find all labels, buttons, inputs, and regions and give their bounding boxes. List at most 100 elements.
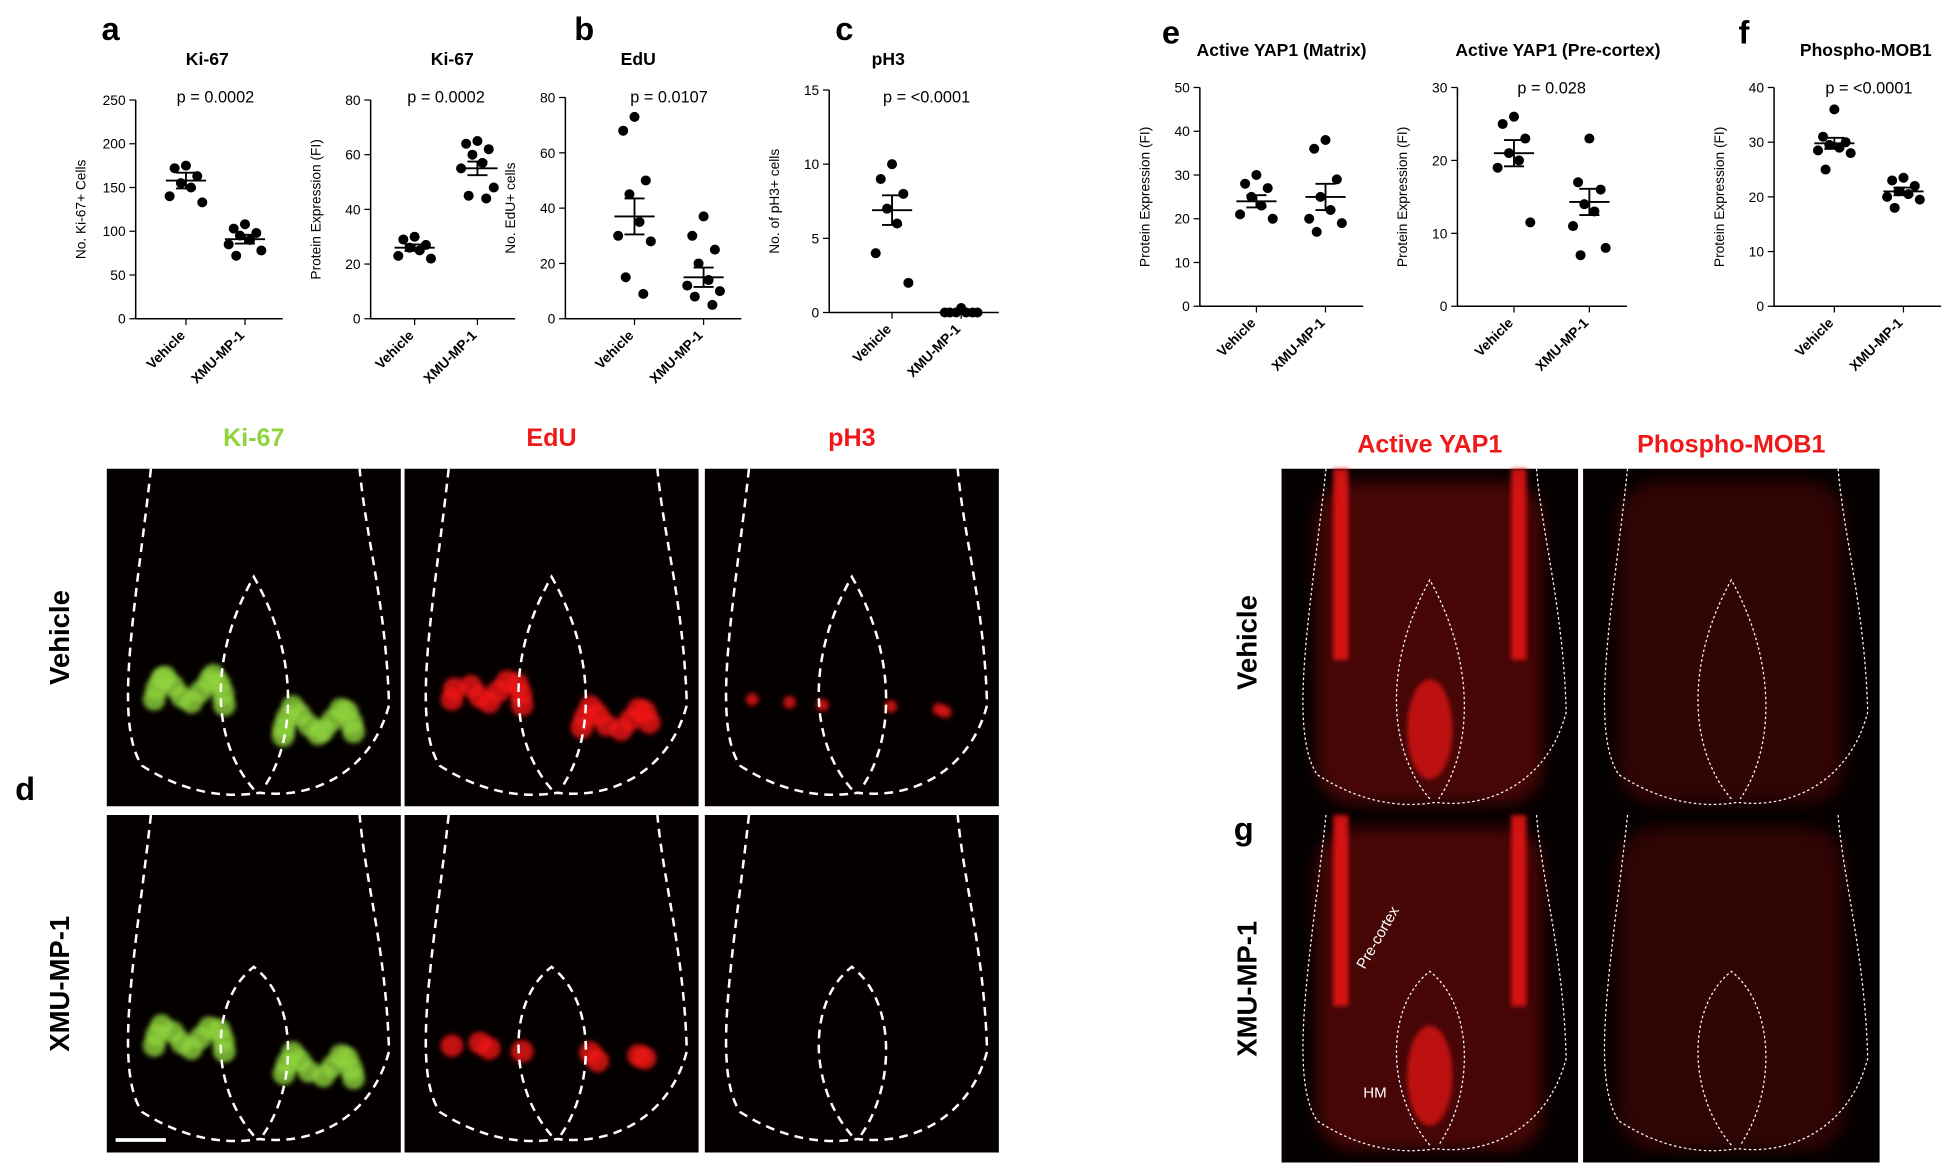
cell-signal [306, 722, 330, 746]
y-tick-label: 10 [1749, 245, 1765, 260]
cell-signal [197, 1016, 221, 1039]
data-point [903, 277, 914, 288]
data-point [231, 250, 242, 261]
outline [817, 965, 888, 1137]
data-point [875, 174, 886, 184]
outline [424, 468, 689, 796]
data-point [1513, 155, 1525, 166]
outline [1697, 578, 1767, 800]
cortex-band [1511, 468, 1527, 660]
data-point [1845, 148, 1856, 159]
data-point [698, 211, 709, 222]
data-point [1887, 175, 1898, 186]
data-point [1497, 118, 1508, 129]
data-point [169, 163, 180, 174]
data-point [1251, 170, 1262, 180]
data-point [1595, 184, 1606, 195]
chart-title: EdU [621, 49, 656, 69]
data-point [714, 286, 725, 297]
cell-signal [510, 1040, 534, 1063]
panel-label: g [1234, 811, 1254, 847]
cortex-band [1333, 468, 1349, 660]
y-tick-label: 30 [1432, 81, 1448, 96]
data-point [1267, 213, 1278, 224]
y-axis-label: Protein Expression (FI) [1395, 127, 1410, 267]
data-point [1331, 174, 1342, 185]
panel-label: e [1162, 15, 1180, 51]
data-point [1336, 218, 1347, 229]
data-point [1600, 242, 1611, 253]
y-tick-label: 80 [345, 93, 361, 108]
y-tick-label: 30 [1174, 168, 1190, 183]
y-axis-label: Protein Expression (FI) [1712, 127, 1727, 267]
data-point [1240, 178, 1251, 189]
outline [1302, 814, 1567, 1152]
y-tick-label: 100 [103, 224, 126, 239]
micrograph [106, 814, 401, 1153]
data-point [640, 175, 651, 186]
y-tick-label: 60 [540, 146, 556, 161]
panel-label: a [101, 11, 120, 47]
sem-bar [404, 243, 425, 252]
column-header: EdU [526, 424, 576, 452]
image-background [704, 468, 999, 807]
data-point [1508, 111, 1519, 122]
y-tick-label: 40 [540, 201, 556, 216]
sem-bar [467, 160, 488, 177]
y-axis-label: No. Ki-67+ Cells [73, 159, 88, 259]
panel-label: f [1738, 15, 1749, 51]
row-label: XMU-MP-1 [44, 916, 75, 1052]
outline [1697, 970, 1767, 1146]
micrograph [404, 814, 699, 1153]
papilla-signal [1407, 1025, 1453, 1126]
cell-signal [586, 1049, 610, 1073]
y-tick-label: 50 [1174, 81, 1190, 96]
data-point [228, 223, 239, 234]
data-point [472, 136, 483, 147]
sem-bar [951, 310, 972, 314]
data-point [1898, 172, 1909, 183]
data-point [887, 159, 898, 170]
y-axis-label: No. EdU+ cells [503, 162, 518, 253]
panel-label: d [15, 771, 35, 807]
row-label: XMU-MP-1 [1231, 921, 1262, 1057]
x-tick-label: XMU-MP-1 [1847, 315, 1906, 374]
x-tick-label: XMU-MP-1 [1533, 315, 1592, 374]
image-background [704, 815, 999, 1153]
data-point [256, 245, 267, 256]
image-background [106, 468, 401, 807]
cell-signal [272, 1062, 296, 1085]
data-point [1818, 131, 1829, 142]
y-tick-label: 0 [118, 312, 126, 327]
x-tick-label: Vehicle [372, 328, 417, 372]
chart-title: Phospho-MOB1 [1800, 40, 1932, 60]
sem-bar [1503, 139, 1525, 168]
x-tick-label: Vehicle [850, 321, 895, 365]
micrograph [106, 468, 401, 807]
cell-signal [638, 711, 661, 734]
y-tick-label: 40 [1174, 124, 1190, 139]
data-point [618, 125, 629, 136]
data-point [1589, 206, 1600, 217]
chart-title: Ki-67 [186, 49, 229, 69]
y-tick-label: 60 [345, 148, 361, 163]
y-tick-label: 80 [540, 91, 556, 106]
image-background [404, 815, 699, 1153]
data-point [709, 244, 720, 255]
y-tick-label: 10 [804, 157, 820, 172]
column-header: Phospho-MOB1 [1637, 431, 1825, 459]
sem-bar [234, 233, 256, 245]
micrograph [404, 468, 699, 807]
data-point [1573, 177, 1584, 188]
y-tick-label: 0 [548, 312, 556, 327]
y-tick-label: 20 [1749, 190, 1765, 205]
y-tick-label: 20 [345, 257, 361, 272]
cell-signal [202, 663, 225, 687]
data-point [682, 280, 693, 291]
data-point [1575, 250, 1586, 261]
x-tick-label: Vehicle [1472, 315, 1517, 359]
cell-signal [468, 1031, 492, 1055]
outline [424, 814, 689, 1143]
data-point [638, 288, 649, 299]
